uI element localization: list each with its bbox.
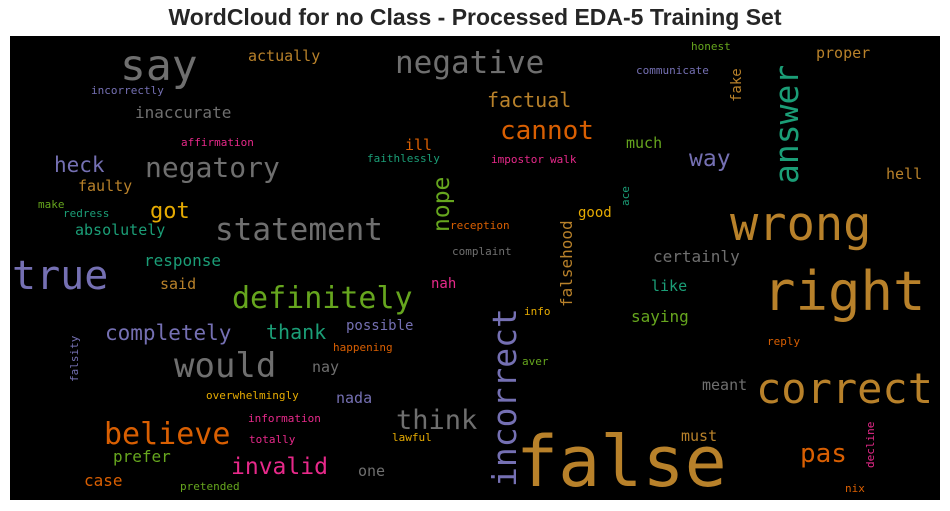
word-way: way	[689, 146, 731, 172]
word-incorrectly: incorrectly	[91, 84, 164, 97]
word-complaint: complaint	[452, 245, 512, 258]
word-one: one	[358, 462, 385, 480]
word-hell: hell	[886, 165, 922, 183]
word-nah: nah	[431, 276, 456, 292]
word-invalid: invalid	[231, 454, 328, 480]
word-must: must	[681, 427, 717, 445]
word-good: good	[578, 205, 612, 221]
word-negatory: negatory	[145, 151, 280, 184]
word-completely: completely	[105, 321, 231, 345]
word-redress: redress	[63, 207, 109, 220]
word-case: case	[84, 471, 123, 490]
word-honest: honest	[691, 40, 731, 53]
word-false: false	[516, 421, 727, 503]
word-certainly: certainly	[653, 247, 740, 266]
word-pas: pas	[800, 439, 847, 469]
word-reception: reception	[450, 219, 510, 232]
word-happening: happening	[333, 341, 393, 354]
word-impostor: impostor	[491, 153, 544, 166]
word-saying: saying	[631, 307, 689, 326]
word-incorrect: incorrect	[485, 308, 524, 487]
cloud-background	[10, 36, 940, 500]
word-ill: ill	[405, 136, 432, 154]
word-nix: nix	[845, 482, 865, 495]
word-lawful: lawful	[392, 431, 432, 444]
word-meant: meant	[702, 376, 747, 394]
word-make: make	[38, 198, 65, 211]
word-inaccurate: inaccurate	[135, 103, 231, 122]
word-absolutely: absolutely	[75, 221, 165, 239]
word-group: false right wrong correct true say answer incor…	[12, 40, 933, 503]
word-statement: statement	[215, 212, 383, 248]
word-thank: thank	[266, 320, 326, 344]
word-would: would	[174, 346, 276, 386]
word-aver: aver	[522, 355, 549, 368]
word-reply: reply	[767, 335, 800, 348]
word-nay: nay	[312, 358, 339, 376]
word-response: response	[144, 251, 221, 270]
word-info: info	[524, 305, 551, 318]
word-cannot: cannot	[500, 116, 594, 146]
word-prefer: prefer	[113, 447, 171, 466]
word-ace: ace	[619, 186, 632, 206]
word-affirmation: affirmation	[181, 136, 254, 149]
word-actually: actually	[248, 47, 320, 65]
word-heck: heck	[54, 153, 105, 177]
word-faulty: faulty	[78, 177, 132, 195]
word-overwhelmingly: overwhelmingly	[206, 389, 299, 402]
word-faithlessly: faithlessly	[367, 152, 440, 165]
word-fake: fake	[729, 68, 745, 102]
word-correct: correct	[756, 364, 933, 413]
word-definitely: definitely	[232, 281, 413, 316]
word-answer: answer	[767, 65, 806, 184]
word-nope: nope	[429, 177, 455, 232]
word-true: true	[12, 253, 108, 299]
word-negative: negative	[395, 45, 544, 81]
word-wrong: wrong	[730, 197, 871, 252]
word-right: right	[763, 260, 926, 323]
word-communicate: communicate	[636, 64, 709, 77]
word-say: say	[120, 41, 198, 91]
word-like: like	[651, 277, 687, 295]
word-pretended: pretended	[180, 480, 240, 493]
word-factual: factual	[487, 88, 571, 112]
word-much: much	[626, 134, 662, 152]
word-totally: totally	[249, 433, 296, 446]
word-decline: decline	[864, 422, 877, 468]
word-walk: walk	[550, 153, 577, 166]
word-information: information	[248, 412, 321, 425]
word-believe: believe	[104, 417, 230, 452]
word-falsehood: falsehood	[557, 220, 576, 307]
word-got: got	[150, 199, 190, 224]
word-think: think	[396, 405, 477, 436]
word-said: said	[160, 275, 196, 293]
word-nada: nada	[336, 389, 372, 407]
word-proper: proper	[816, 44, 870, 62]
word-falsity: falsity	[68, 335, 81, 382]
word-possible: possible	[346, 318, 413, 334]
chart-title: WordCloud for no Class - Processed EDA-5…	[168, 4, 782, 30]
